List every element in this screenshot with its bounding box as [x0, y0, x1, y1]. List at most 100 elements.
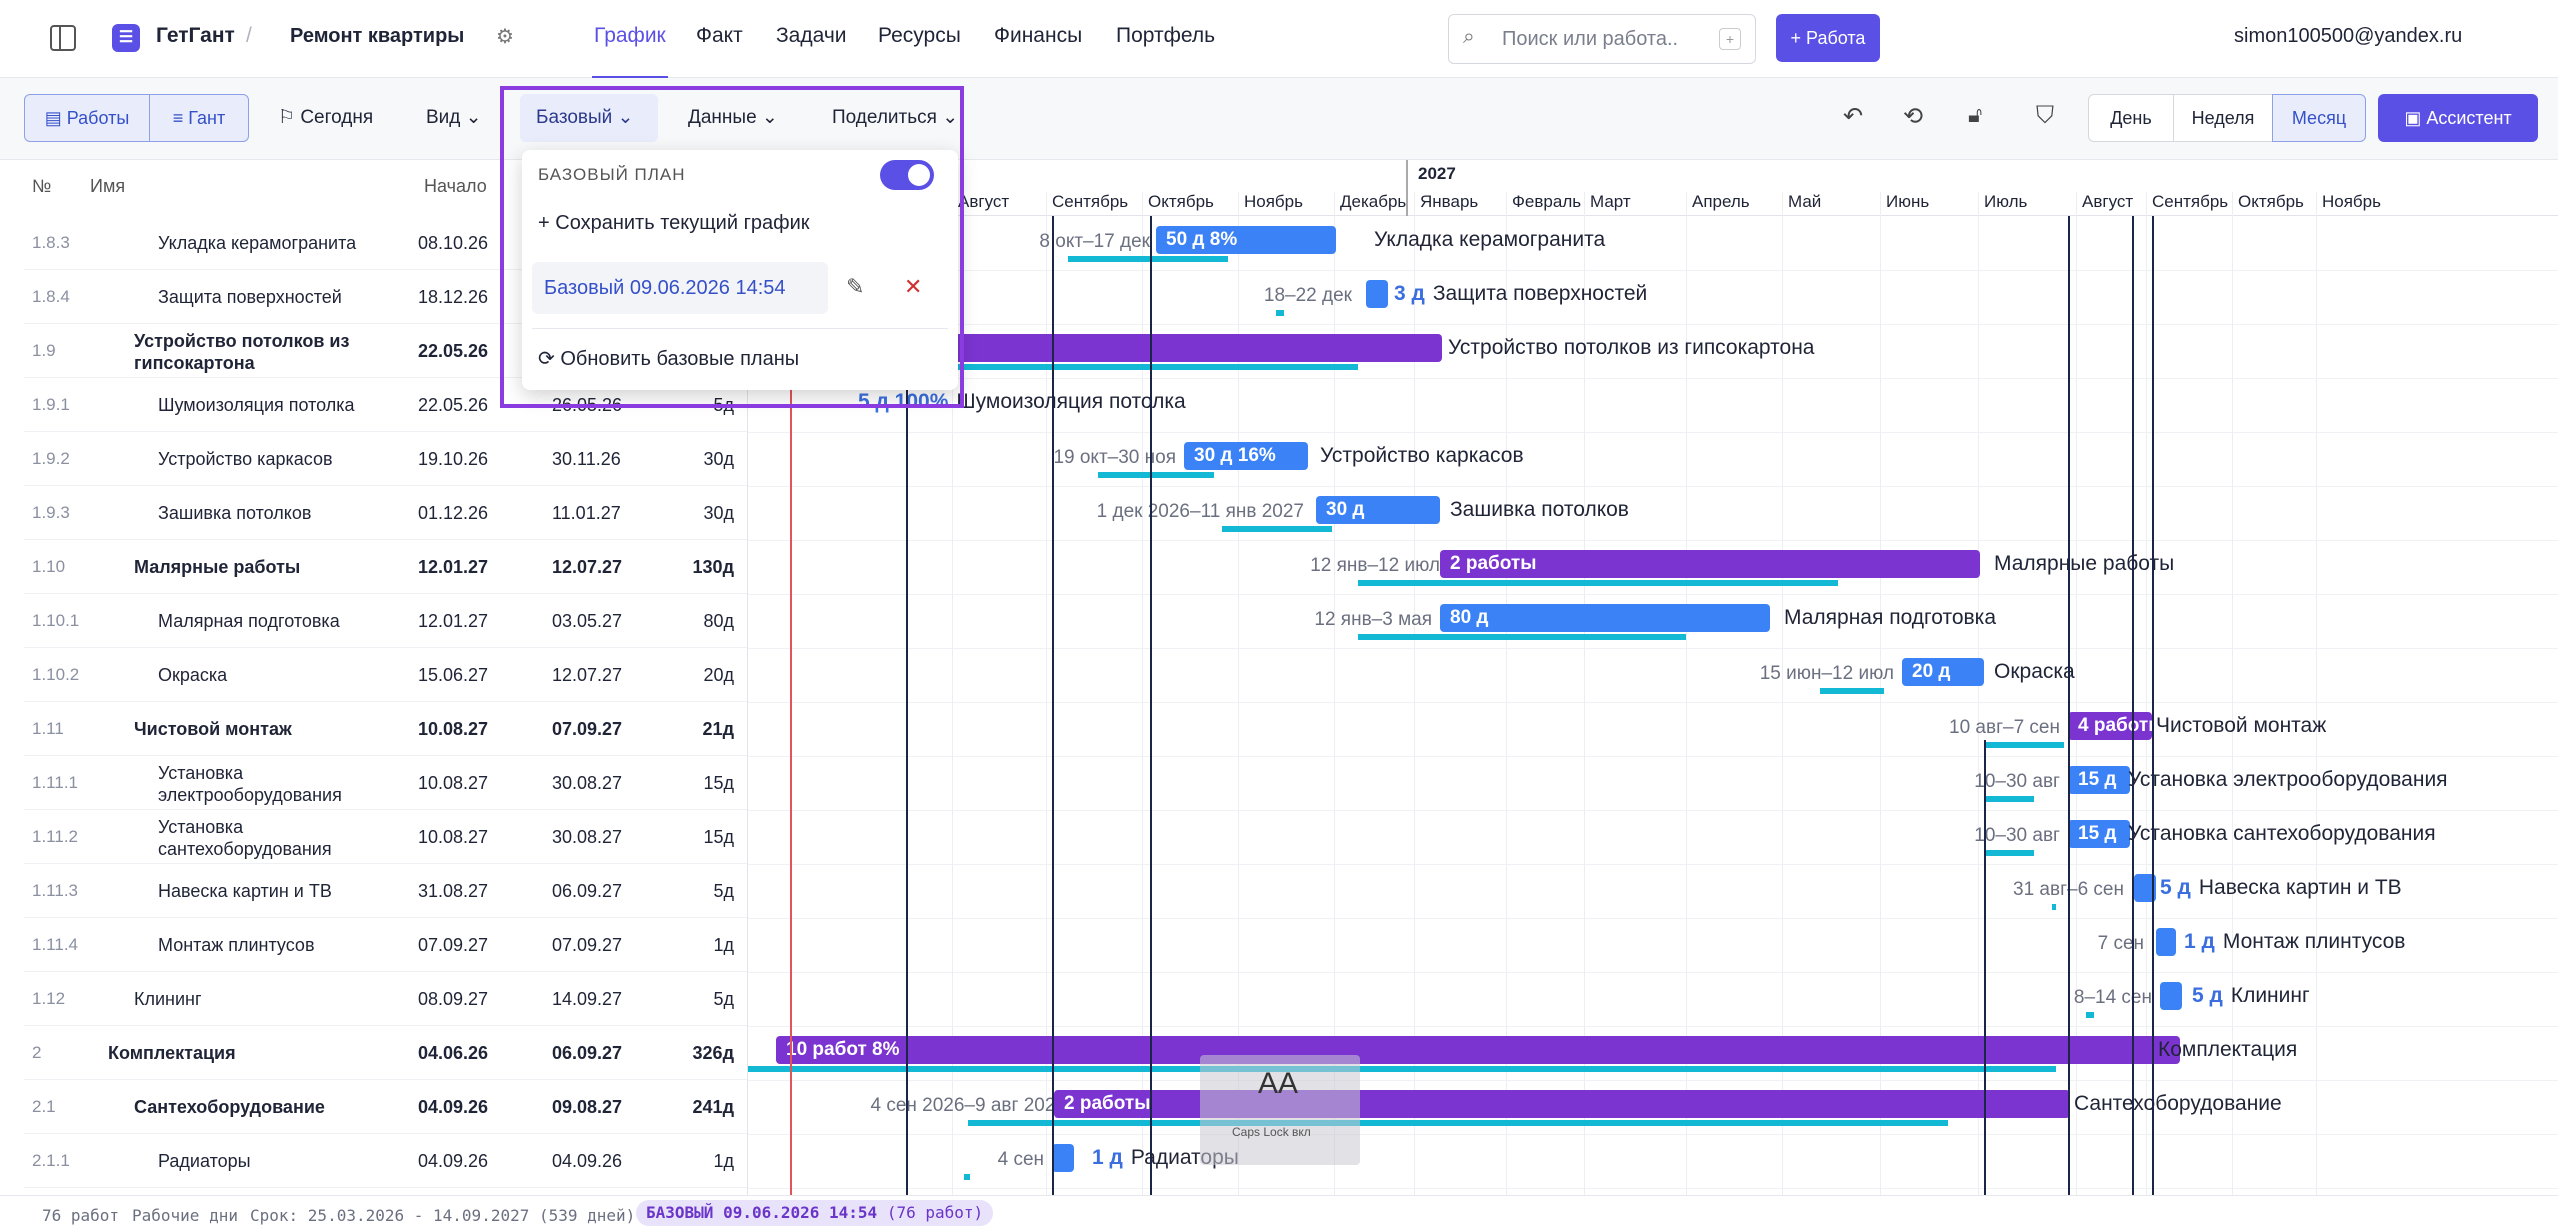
table-row[interactable]: 1.10.2 Окраска 15.06.27 12.07.27 20д	[24, 648, 747, 702]
task-bar[interactable]: 50 д 8%	[1156, 226, 1336, 254]
row-gridline	[748, 432, 2558, 433]
table-row[interactable]: 1.9 Устройство потолков из гипсокартона 22…	[24, 324, 747, 378]
task-bar[interactable]: 30 д	[1316, 496, 1440, 524]
history-icon[interactable]: ⟲	[1903, 103, 1924, 130]
task-bar[interactable]: 4 работы	[2068, 712, 2164, 740]
baseline-item[interactable]: Базовый 09.06.2026 14:54	[532, 262, 828, 314]
table-row[interactable]: 1.8.3 Укладка керамогранита 08.10.26	[24, 216, 747, 270]
row-duration: 15д	[703, 827, 734, 847]
task-bar[interactable]: 2 работы	[1440, 550, 1980, 578]
tab-schedule[interactable]: График	[594, 24, 666, 47]
save-baseline-button[interactable]: + Сохранить текущий график	[538, 212, 810, 235]
task-name: Устройство каркасов	[1320, 444, 1524, 467]
table-row[interactable]: 1.10 Малярные работы 12.01.27 12.07.27 130д	[24, 540, 747, 594]
table-row[interactable]: 1.11 Чистовой монтаж 10.08.27 07.09.27 21д	[24, 702, 747, 756]
capslock-text: Caps Lock вкл	[1232, 1125, 1311, 1139]
table-row[interactable]: 1.11.3 Навеска картин и ТВ 31.08.27 06.09.2…	[24, 864, 747, 918]
month-gridline	[1414, 192, 1415, 1195]
task-bar-text: 15 д	[2078, 769, 2117, 790]
table-row[interactable]: 1.12 Клининг 08.09.27 14.09.27 5д	[24, 972, 747, 1026]
table-row[interactable]: 2 Комплектация 04.06.26 06.09.27 326д	[24, 1026, 747, 1080]
task-bar-duration: 3 д	[1394, 282, 1425, 305]
gantt-view-button[interactable]: ≡ Гант	[149, 94, 249, 142]
table-row[interactable]: 1.11.4 Монтаж плинтусов 07.09.27 07.09.27 1д	[24, 918, 747, 972]
lock-icon[interactable]: 🔓︎	[1968, 102, 1983, 127]
task-bar[interactable]	[1052, 1144, 1074, 1172]
filter-icon[interactable]: ⛉	[2036, 102, 2054, 129]
task-bar[interactable]	[1366, 280, 1388, 308]
row-end: 30.11.26	[552, 449, 621, 469]
task-bar-label: Сантехоборудование	[2074, 1090, 2282, 1118]
search-plus-icon[interactable]: +	[1719, 28, 1741, 50]
table-row[interactable]: Чистовые части	[24, 1188, 747, 1195]
refresh-baselines-button[interactable]: ⟳ Обновить базовые планы	[538, 346, 799, 371]
task-bar-text: 80 д	[1450, 607, 1489, 628]
month-scale-button[interactable]: Месяц	[2272, 94, 2366, 142]
tab-finance[interactable]: Финансы	[994, 24, 1083, 47]
baseline-toggle[interactable]	[880, 160, 934, 190]
table-row[interactable]: 1.9.2 Устройство каркасов 19.10.26 30.11.26…	[24, 432, 747, 486]
undo-icon[interactable]: ↶	[1843, 103, 1864, 130]
task-bar[interactable]: 80 д	[1440, 604, 1770, 632]
user-email[interactable]: simon100500@yandex.ru	[2234, 25, 2463, 47]
task-bar[interactable]: 10 работ 8%	[776, 1036, 2180, 1064]
task-bar-label: Установка электрооборудования	[2128, 766, 2448, 794]
table-row[interactable]: 1.10.1 Малярная подготовка 12.01.27 03.05.2…	[24, 594, 747, 648]
table-row[interactable]: 2.1 Сантехоборудование 04.09.26 09.08.27 241…	[24, 1080, 747, 1134]
month-label: Январь	[1420, 192, 1479, 211]
month-gridline	[1782, 192, 1783, 1195]
baseline-badge: БАЗОВЫЙ 09.06.2026 14:54 (76 работ)	[636, 1200, 994, 1226]
today-button[interactable]: ⚐ Сегодня	[278, 106, 373, 129]
task-name: Шумоизоляция потолка	[956, 390, 1186, 413]
project-title[interactable]: Ремонт квартиры	[290, 25, 465, 47]
share-menu[interactable]: Поделиться ⌄	[832, 106, 958, 129]
table-row[interactable]: 1.11.2 Установка сантехоборудования 10.08.…	[24, 810, 747, 864]
sidebar-toggle-icon[interactable]	[50, 25, 76, 51]
row-number: 1.8.3	[32, 233, 70, 252]
add-work-button[interactable]: + Работа	[1776, 14, 1880, 62]
app-name: ГетГант	[156, 24, 235, 47]
view-menu[interactable]: Вид ⌄	[426, 106, 482, 129]
month-gridline	[1334, 192, 1335, 1195]
search-box[interactable]: ⌕ Поиск или работа.. +	[1448, 14, 1756, 64]
table-row[interactable]: 1.9.3 Зашивка потолков 01.12.26 11.01.27 30д	[24, 486, 747, 540]
baseline-bar	[1984, 742, 2064, 748]
task-bar[interactable]: 30 д 16%	[1184, 442, 1308, 470]
task-bar-text: 20 д	[1912, 661, 1951, 682]
task-bar[interactable]	[2156, 928, 2176, 956]
day-scale-button[interactable]: День	[2088, 94, 2174, 142]
tab-resources[interactable]: Ресурсы	[878, 24, 961, 47]
project-settings-icon[interactable]: ⚙	[496, 26, 514, 48]
row-end: 09.08.27	[552, 1097, 623, 1117]
task-bar[interactable]	[2160, 982, 2182, 1010]
month-gridline	[2076, 192, 2077, 1195]
task-bar[interactable]: 20 д	[1902, 658, 1984, 686]
task-bar[interactable]: 15 д	[2068, 766, 2130, 794]
week-scale-button[interactable]: Неделя	[2173, 94, 2273, 142]
row-start: 22.05.26	[418, 395, 489, 415]
row-number: 1.11.1	[32, 773, 79, 792]
table-row[interactable]: 1.11.1 Установка электрооборудования 10.08…	[24, 756, 747, 810]
works-view-button[interactable]: ▤ Работы	[24, 94, 150, 142]
tab-portfolio[interactable]: Портфель	[1116, 24, 1216, 47]
row-name: Установка сантехоборудования	[158, 817, 332, 859]
row-start: 12.01.27	[418, 557, 489, 577]
task-name: Сантехоборудование	[2074, 1092, 2282, 1115]
task-bar[interactable]	[2134, 874, 2156, 902]
data-menu[interactable]: Данные ⌄	[688, 106, 778, 129]
edit-icon[interactable]: ✎	[846, 274, 865, 299]
search-input[interactable]: Поиск или работа..	[1502, 28, 1679, 50]
table-row[interactable]: 2.1.1 Радиаторы 04.09.26 04.09.26 1д	[24, 1134, 747, 1188]
col-num-header: №	[32, 176, 52, 196]
task-bar-duration: 5 д	[2160, 876, 2191, 899]
month-label: Июль	[1984, 192, 2028, 211]
task-bar[interactable]: 15 д	[2068, 820, 2130, 848]
delete-icon[interactable]: ✕	[904, 274, 923, 299]
tab-tasks[interactable]: Задачи	[776, 24, 847, 47]
assistant-button[interactable]: ▣ Ассистент	[2378, 94, 2538, 142]
baseline-menu[interactable]: Базовый ⌄	[520, 94, 658, 142]
row-number: 1.11.2	[32, 827, 79, 846]
table-row[interactable]: 1.8.4 Защита поверхностей 18.12.26	[24, 270, 747, 324]
row-name: Защита поверхностей	[158, 287, 342, 307]
tab-fact[interactable]: Факт	[696, 24, 743, 47]
